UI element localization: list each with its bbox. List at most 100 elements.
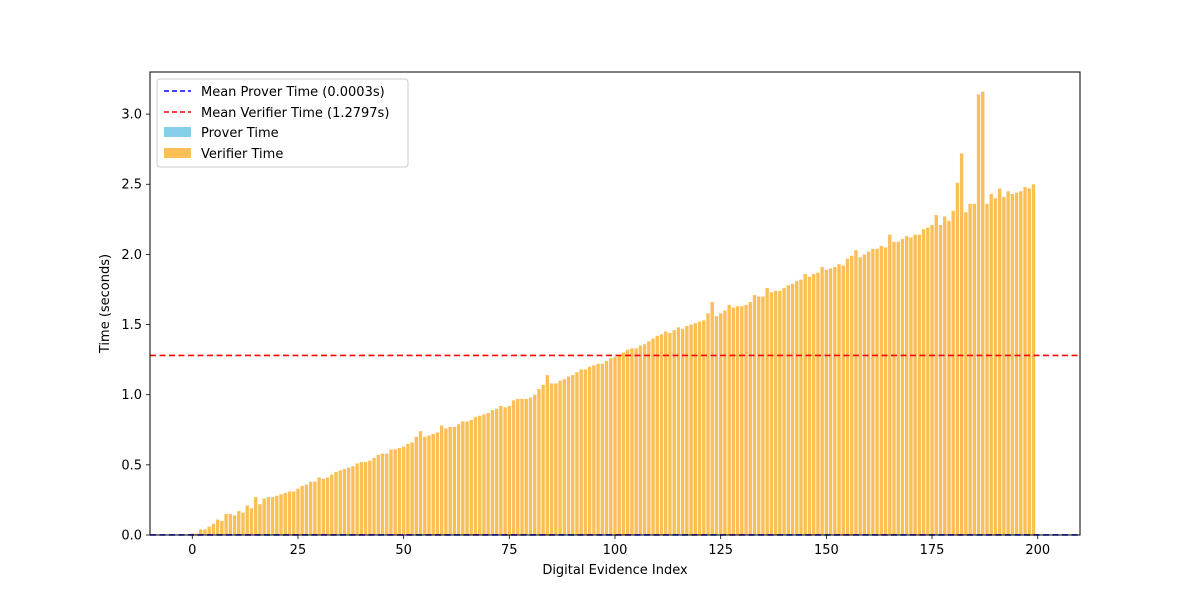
- verifier-bar: [621, 352, 626, 535]
- verifier-bar: [752, 295, 757, 535]
- verifier-bar: [385, 453, 389, 535]
- verifier-bar: [465, 421, 469, 535]
- verifier-bar: [554, 383, 558, 535]
- verifier-bar: [1031, 184, 1036, 536]
- legend-label-mean-prover: Mean Prover Time (0.0003s): [201, 85, 385, 100]
- verifier-bar: [583, 369, 588, 535]
- verifier-bar: [1002, 196, 1006, 535]
- verifier-bar: [351, 466, 355, 535]
- verifier-bar: [613, 356, 617, 535]
- verifier-bar: [943, 216, 947, 535]
- verifier-bar: [300, 485, 304, 535]
- verifier-bar: [862, 254, 867, 535]
- x-tick-label: 100: [603, 543, 628, 558]
- verifier-bar: [1023, 187, 1027, 536]
- verifier-bar: [888, 234, 892, 535]
- verifier-bar: [1010, 194, 1015, 535]
- verifier-bar: [659, 334, 664, 535]
- verifier-bar: [803, 274, 807, 535]
- verifier-bar: [338, 470, 342, 535]
- verifier-bar: [926, 227, 930, 536]
- verifier-bar: [651, 338, 655, 535]
- verifier-bar: [444, 428, 448, 535]
- verifier-bar: [418, 431, 423, 535]
- verifier-bar: [1027, 188, 1031, 535]
- verifier-bar: [435, 432, 440, 535]
- verifier-bar: [490, 410, 495, 535]
- verifier-bar: [292, 491, 296, 535]
- legend-label-prover: Prover Time: [201, 126, 279, 141]
- verifier-bar: [321, 478, 326, 535]
- verifier-bar: [355, 463, 359, 535]
- legend-label-verifier: Verifier Time: [201, 147, 283, 162]
- verifier-bar: [693, 323, 698, 535]
- verifier-bar: [871, 248, 875, 535]
- verifier-bar: [850, 255, 854, 536]
- verifier-bar: [947, 220, 951, 535]
- y-tick-label: 1.0: [121, 388, 142, 403]
- verifier-bar: [359, 462, 364, 535]
- verifier-bar: [875, 248, 879, 535]
- y-tick-label: 2.0: [121, 248, 142, 263]
- verifier-bar: [664, 331, 668, 535]
- x-tick-label: 150: [814, 543, 839, 558]
- verifier-bar: [511, 400, 516, 535]
- y-tick-label: 3.0: [121, 108, 142, 123]
- verifier-bar: [900, 238, 905, 535]
- verifier-bar: [955, 182, 960, 535]
- verifier-bar: [824, 269, 829, 535]
- verifier-bar: [423, 436, 427, 535]
- verifier-bar: [845, 258, 850, 535]
- verifier-bar: [456, 424, 461, 535]
- verifier-bar: [482, 414, 486, 535]
- verifier-bar: [697, 321, 702, 535]
- verifier-bar: [723, 310, 727, 535]
- verifier-bar: [199, 529, 203, 535]
- x-axis-ticks: 0 25 50 75 100 125 150 175 200: [188, 535, 1050, 558]
- verifier-bar: [757, 296, 761, 535]
- verifier-bar: [215, 519, 220, 535]
- plot-area-frame: [149, 71, 1081, 536]
- verifier-bar: [706, 313, 710, 535]
- verifier-bar: [617, 355, 621, 535]
- verifier-bar: [224, 513, 228, 535]
- verifier-bar: [241, 512, 245, 535]
- verifier-bar: [938, 224, 943, 535]
- verifier-bar: [249, 508, 254, 535]
- verifier-bar: [689, 324, 693, 535]
- verifier-bar: [718, 313, 723, 535]
- verifier-bar: [330, 474, 334, 535]
- verifier-bar: [672, 330, 676, 535]
- verifier-bar: [203, 529, 207, 535]
- verifier-bar: [334, 471, 338, 535]
- verifier-bar: [790, 283, 795, 535]
- verifier-bar: [237, 511, 241, 535]
- verifier-bar: [904, 236, 909, 535]
- verifier-bar: [275, 495, 279, 535]
- verifier-bar: [972, 203, 977, 535]
- x-tick-label: 75: [501, 543, 518, 558]
- verifier-bar: [786, 285, 791, 535]
- y-tick-label: 0.5: [121, 458, 142, 473]
- verifier-bar: [642, 344, 647, 535]
- verifier-bar: [469, 419, 473, 535]
- verifier-bar: [499, 405, 503, 535]
- verifier-bar: [503, 407, 507, 535]
- verifier-bar: [579, 369, 583, 535]
- verifier-bar: [854, 250, 858, 535]
- verifier-bar: [820, 267, 824, 535]
- verifier-bar: [833, 267, 837, 535]
- verifier-bar: [566, 376, 571, 535]
- y-axis-label: Time (seconds): [98, 254, 113, 354]
- y-tick-label: 2.5: [121, 178, 142, 193]
- verifier-bar: [993, 198, 998, 535]
- verifier-bar: [934, 215, 938, 536]
- verifier-bar: [866, 251, 871, 535]
- verifier-bar: [799, 279, 803, 535]
- verifier-bar: [655, 335, 659, 535]
- verifier-bar: [452, 426, 457, 535]
- verifier-bar: [516, 398, 520, 535]
- verifier-bar: [596, 363, 600, 535]
- verifier-bar: [587, 366, 592, 535]
